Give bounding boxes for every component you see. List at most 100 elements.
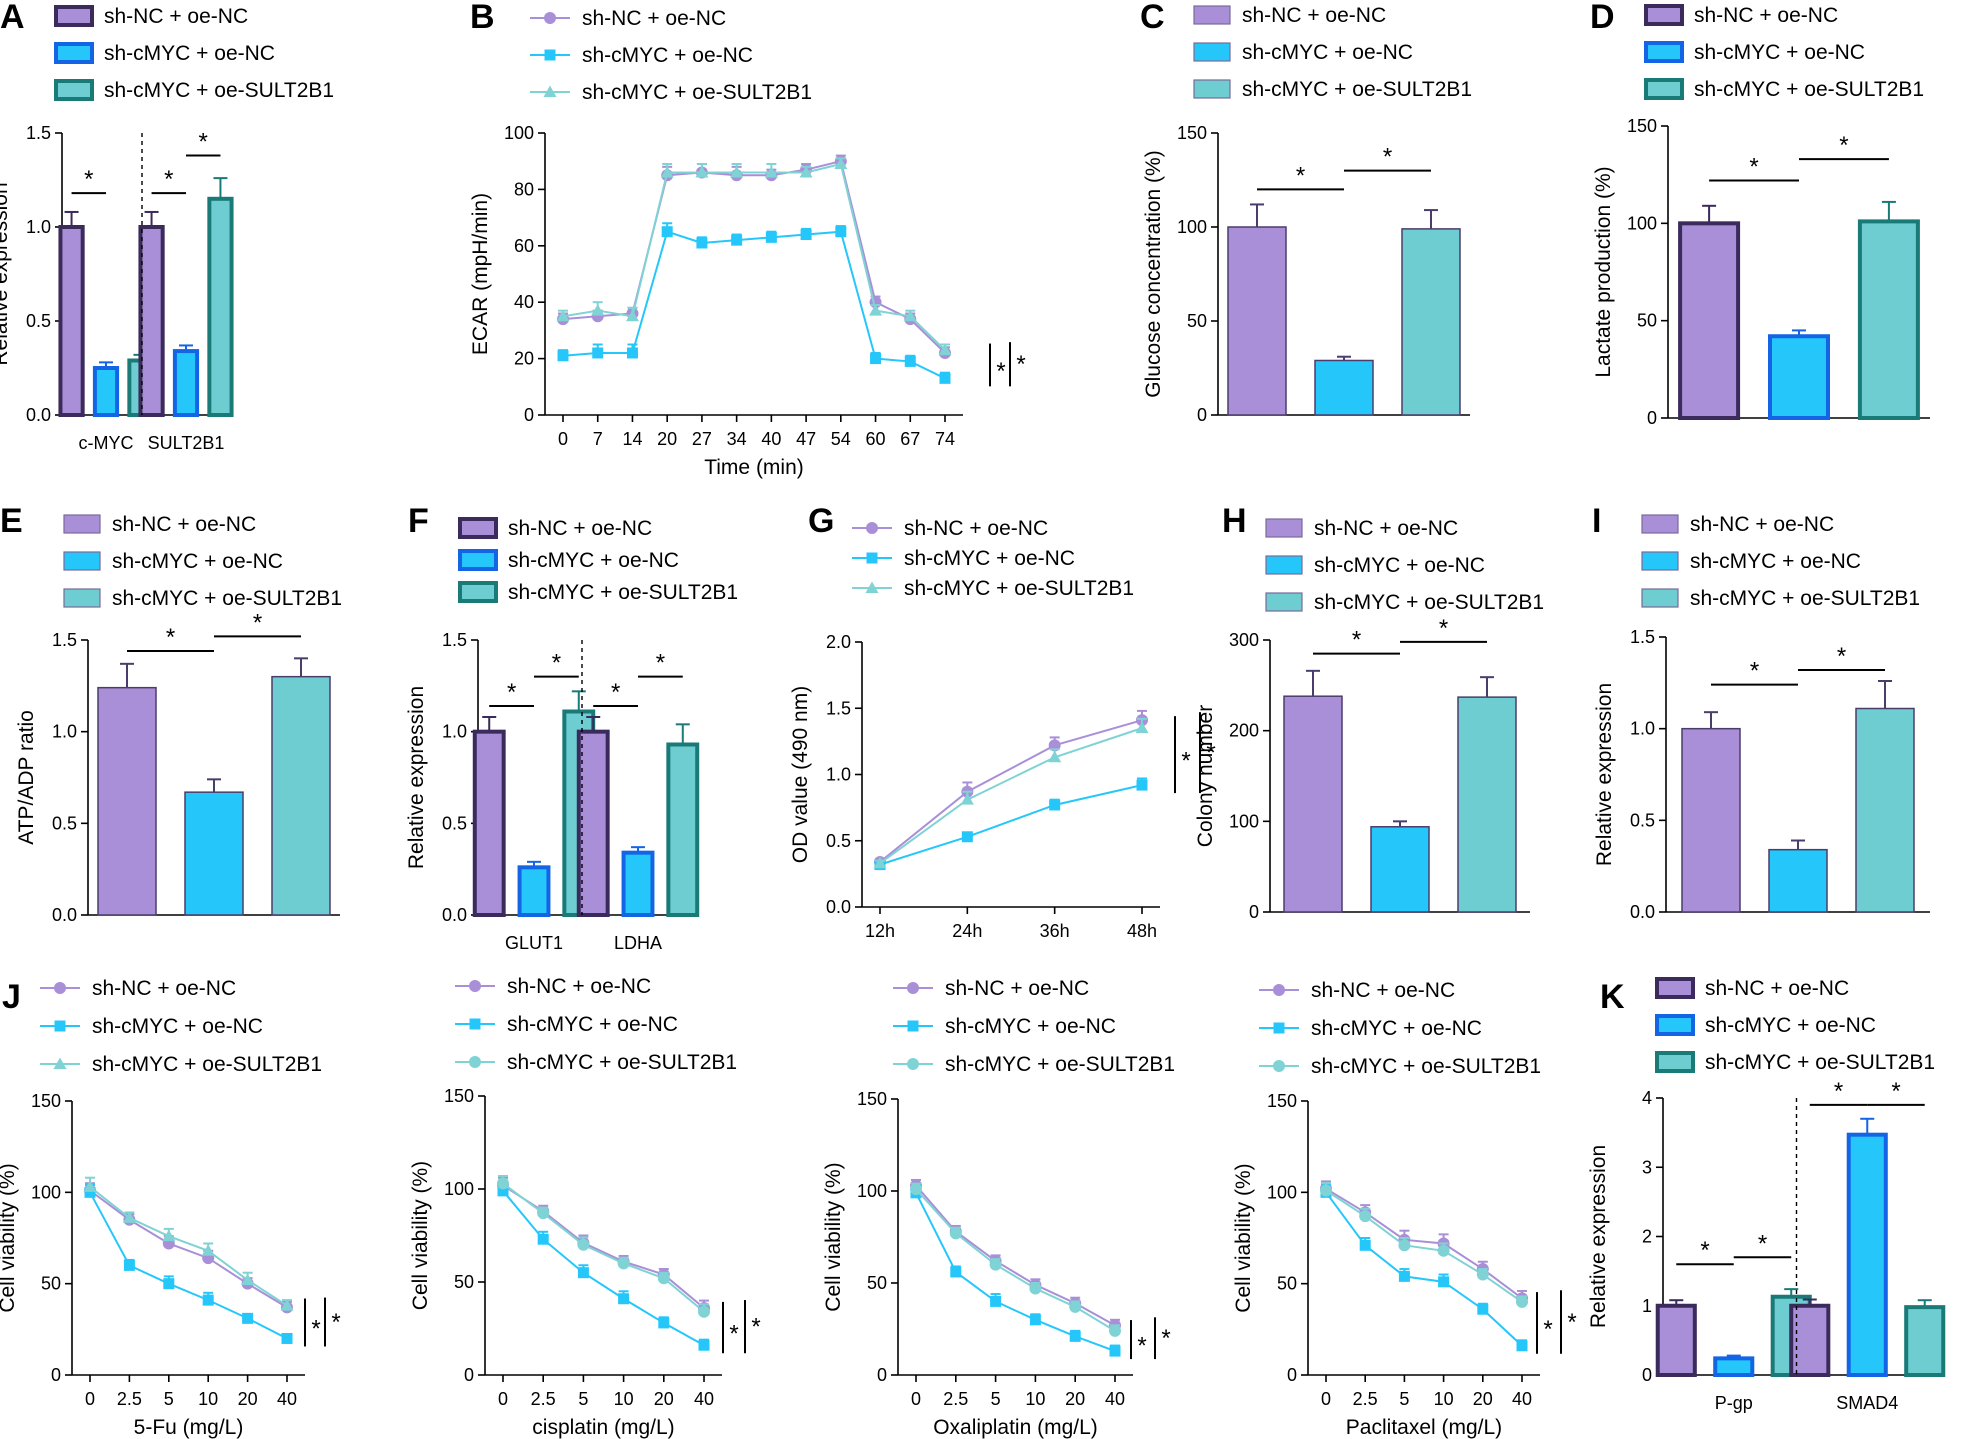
x-tick-label: 34 [727, 429, 747, 449]
data-point [83, 1180, 97, 1192]
panel-letter: G [808, 502, 834, 540]
series-line [562, 230, 946, 380]
x-tick-label: 5 [991, 1389, 1001, 1409]
significance-star: * [1352, 627, 1361, 654]
significance-star: * [751, 1314, 760, 1341]
data-point [1359, 1239, 1371, 1251]
x-tick-label: 20 [1473, 1389, 1493, 1409]
x-tick-label: 20 [654, 1389, 674, 1409]
legend-label: sh-cMYC + oe-SULT2B1 [1705, 1051, 1935, 1074]
legend-label: sh-NC + oe-NC [1242, 4, 1386, 27]
bar [621, 850, 655, 918]
data-point [1029, 1282, 1042, 1295]
data-point [938, 343, 952, 356]
series-line [915, 1184, 1116, 1327]
y-tick-label: 150 [444, 1086, 474, 1106]
legend-label: sh-cMYC + oe-SULT2B1 [1690, 587, 1920, 610]
y-tick-label: 0.0 [26, 405, 51, 425]
bar [58, 225, 85, 417]
legend-marker [54, 982, 66, 994]
significance-star: * [164, 166, 173, 193]
data-point [834, 157, 848, 170]
y-tick-label: 100 [31, 1182, 61, 1202]
bar [1855, 707, 1915, 913]
y-tick-label: 80 [514, 179, 534, 199]
series-line [89, 1186, 288, 1307]
y-tick-label: 300 [1229, 630, 1259, 650]
legend-marker [1273, 1022, 1285, 1034]
y-tick-label: 4 [1642, 1088, 1652, 1108]
y-tick-label: 2 [1642, 1227, 1652, 1247]
series-line [562, 162, 946, 351]
x-tick-label: 0 [558, 429, 568, 449]
significance-star: * [1137, 1333, 1146, 1360]
y-axis-label: Relative expression [405, 686, 428, 869]
panel-letter: D [1590, 0, 1615, 36]
legend-label: sh-cMYC + oe-SULT2B1 [112, 587, 342, 610]
x-tick-label: 47 [796, 429, 816, 449]
legend-marker [1273, 1060, 1285, 1072]
legend-swatch [458, 517, 498, 539]
x-tick-label: P-gp [1715, 1393, 1753, 1413]
y-axis-label: ATP/ADP ratio [15, 710, 38, 845]
y-tick-label: 1.5 [1630, 627, 1655, 647]
legend-swatch [1265, 592, 1303, 612]
panel-letter: I [1592, 502, 1601, 540]
y-tick-label: 0 [1642, 1365, 1652, 1385]
data-point [1029, 1314, 1041, 1326]
x-tick-label: 5 [164, 1389, 174, 1409]
data-point [698, 1339, 710, 1351]
series-line [879, 727, 1143, 865]
legend-swatch [1193, 79, 1231, 99]
y-tick-label: 1.5 [52, 630, 77, 650]
y-tick-label: 50 [1277, 1274, 1297, 1294]
bar [1314, 359, 1374, 416]
bar [1370, 826, 1430, 913]
data-point [1109, 1324, 1121, 1337]
x-tick-label: 48h [1127, 921, 1157, 941]
significance-star: * [1016, 351, 1025, 378]
legend-label: sh-NC + oe-NC [945, 977, 1089, 1000]
y-tick-label: 150 [1267, 1091, 1297, 1111]
legend-marker [907, 982, 919, 994]
significance-star: * [729, 1321, 738, 1348]
legend-label: sh-NC + oe-NC [92, 977, 236, 1000]
y-tick-label: 50 [454, 1272, 474, 1292]
data-point [910, 1183, 922, 1196]
significance-star: * [253, 609, 262, 636]
legend-marker [907, 1058, 919, 1070]
legend-marker [866, 552, 878, 564]
x-tick-label: 40 [761, 429, 781, 449]
legend-label: sh-cMYC + oe-NC [1242, 41, 1413, 64]
y-tick-label: 1.5 [26, 123, 51, 143]
y-tick-label: 40 [514, 292, 534, 312]
bar [271, 675, 331, 916]
y-tick-label: 0 [877, 1365, 887, 1385]
data-point [1049, 799, 1061, 811]
legend-label: sh-cMYC + oe-NC [508, 549, 679, 572]
y-tick-label: 100 [1627, 213, 1657, 233]
data-point [281, 1332, 293, 1344]
x-tick-label: 40 [1105, 1389, 1125, 1409]
series-line [1325, 1189, 1523, 1303]
series-line [915, 1188, 1116, 1332]
panel-J3: sh-NC + oe-NC sh-cMYC + oe-NC sh-cMYC + oe… [822, 977, 1175, 1439]
data-point [1476, 1268, 1489, 1281]
data-point [950, 1266, 962, 1278]
data-point [617, 1257, 630, 1270]
significance-star: * [1834, 1078, 1843, 1105]
data-point [163, 1278, 175, 1290]
y-axis-label: ECAR (mpH/min) [469, 193, 492, 355]
legend-label: sh-cMYC + oe-SULT2B1 [1311, 1055, 1541, 1078]
series-line [879, 784, 1143, 866]
y-tick-label: 1.0 [442, 722, 467, 742]
y-tick-label: 0.0 [1630, 902, 1655, 922]
data-point [939, 372, 951, 384]
significance-star: * [1839, 132, 1848, 159]
data-point [990, 1295, 1002, 1307]
x-tick-label: SULT2B1 [148, 433, 225, 453]
data-point [1069, 1330, 1081, 1342]
data-point [577, 1238, 590, 1251]
x-tick-label: 60 [866, 429, 886, 449]
bar [1904, 1305, 1946, 1378]
